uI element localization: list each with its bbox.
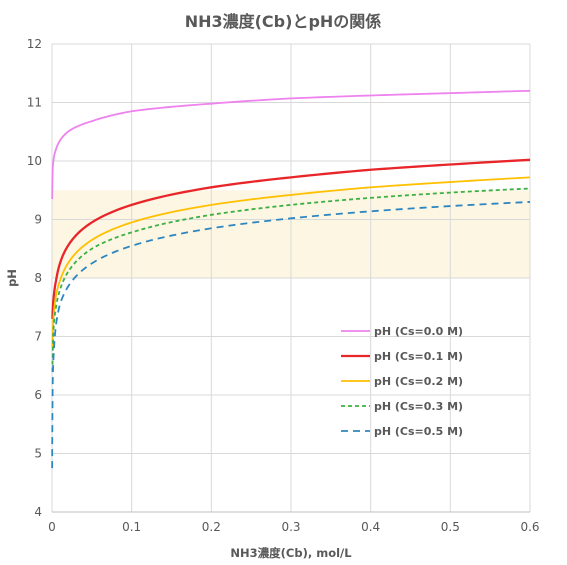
x-axis-label: NH3濃度(Cb), mol/L (230, 546, 352, 560)
x-tick-label: 0.6 (520, 520, 539, 534)
legend-label-4: pH (Cs=0.5 M) (374, 425, 463, 438)
y-tick-label: 6 (34, 388, 42, 402)
chart-title: NH3濃度(Cb)とpHの関係 (185, 12, 382, 31)
legend-label-2: pH (Cs=0.2 M) (374, 375, 463, 388)
y-tick-label: 8 (34, 271, 42, 285)
x-tick-label: 0 (48, 520, 56, 534)
y-axis-label: pH (5, 269, 19, 287)
legend-label-3: pH (Cs=0.3 M) (374, 400, 463, 413)
series-line-3 (51, 187, 531, 372)
x-tick-labels: 0 0.1 0.2 0.3 0.4 0.5 0.6 (48, 520, 539, 534)
x-tick-label: 0.1 (122, 520, 141, 534)
series-line-2 (51, 176, 531, 349)
y-tick-labels: 4 5 6 7 8 9 10 11 12 (27, 37, 42, 519)
series-lines (51, 89, 531, 469)
x-tick-label: 0.2 (202, 520, 221, 534)
legend-label-0: pH (Cs=0.0 M) (374, 325, 463, 338)
x-tick-label: 0.4 (361, 520, 380, 534)
gridlines (51, 43, 531, 513)
y-tick-label: 9 (34, 213, 42, 227)
legend-label-1: pH (Cs=0.1 M) (374, 350, 463, 363)
series-line-4 (51, 201, 531, 469)
series-line-0 (51, 89, 531, 200)
series-line-1 (51, 158, 531, 319)
y-tick-label: 4 (34, 505, 42, 519)
y-tick-label: 11 (27, 96, 42, 110)
y-tick-label: 7 (34, 330, 42, 344)
legend: pH (Cs=0.0 M) pH (Cs=0.1 M) pH (Cs=0.2 M) p… (341, 325, 463, 438)
x-tick-label: 0.5 (441, 520, 460, 534)
y-tick-label: 5 (34, 447, 42, 461)
y-tick-label: 10 (27, 154, 42, 168)
x-tick-label: 0.3 (281, 520, 300, 534)
y-tick-label: 12 (27, 37, 42, 51)
